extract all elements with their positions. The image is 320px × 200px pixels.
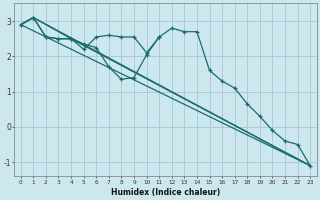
X-axis label: Humidex (Indice chaleur): Humidex (Indice chaleur) [111, 188, 220, 197]
